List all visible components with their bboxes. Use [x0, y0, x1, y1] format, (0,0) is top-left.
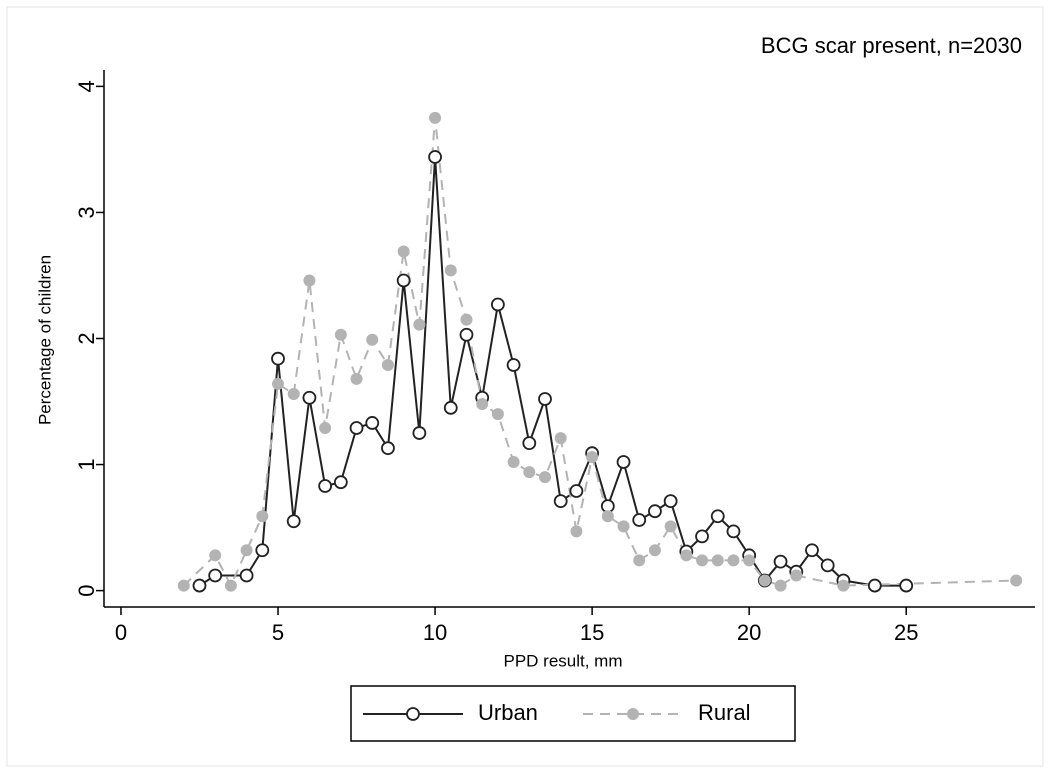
- point: [397, 245, 410, 258]
- legend-marker: [627, 708, 639, 720]
- point: [239, 568, 254, 583]
- x-tick-label: 10: [423, 620, 447, 645]
- point: [444, 264, 457, 277]
- point: [696, 554, 709, 567]
- point: [538, 392, 552, 406]
- point: [349, 421, 364, 435]
- point: [208, 568, 223, 583]
- point: [617, 520, 630, 533]
- frame: [6, 6, 1044, 767]
- point: [695, 529, 709, 544]
- point: [333, 475, 348, 490]
- point: [428, 150, 442, 164]
- legend-label: Rural: [698, 700, 751, 725]
- point: [522, 436, 537, 451]
- point: [570, 525, 583, 538]
- point: [554, 432, 567, 445]
- point: [663, 494, 678, 509]
- y-axis-label: Percentage of children: [35, 255, 54, 425]
- point: [601, 510, 614, 523]
- point: [350, 372, 363, 385]
- point: [773, 554, 788, 569]
- point: [553, 494, 568, 509]
- point: [286, 514, 301, 529]
- point: [727, 554, 740, 567]
- point: [256, 510, 269, 523]
- x-tick-label: 0: [115, 620, 127, 645]
- legend-marker: [406, 707, 420, 721]
- point: [1010, 574, 1023, 587]
- x-tick-label: 5: [272, 620, 284, 645]
- point: [491, 408, 504, 421]
- x-tick-label: 15: [580, 620, 604, 645]
- point: [272, 377, 285, 390]
- x-tick-label: 20: [737, 620, 761, 645]
- y-tick-label: 3: [74, 206, 99, 218]
- point: [648, 544, 661, 557]
- point: [633, 554, 646, 567]
- point: [899, 578, 914, 593]
- point: [192, 578, 207, 593]
- point: [412, 426, 427, 440]
- point: [413, 318, 426, 331]
- point: [287, 387, 300, 400]
- point: [664, 520, 677, 533]
- point: [820, 558, 835, 573]
- legend-label: Urban: [478, 700, 538, 725]
- y-tick-label: 1: [74, 458, 99, 470]
- point: [177, 579, 190, 592]
- point: [302, 390, 317, 405]
- x-tick-label: 25: [894, 620, 918, 645]
- point: [334, 328, 347, 341]
- point: [506, 358, 521, 372]
- point: [726, 524, 741, 539]
- point: [616, 455, 631, 469]
- point: [805, 543, 819, 558]
- point: [319, 422, 332, 434]
- point: [476, 398, 489, 411]
- point: [790, 569, 803, 582]
- point: [271, 351, 285, 366]
- point: [443, 400, 458, 415]
- point: [586, 450, 599, 463]
- point: [381, 358, 394, 371]
- point: [743, 554, 756, 567]
- point: [460, 313, 473, 326]
- point: [381, 441, 395, 456]
- x-axis-label: PPD result, mm: [503, 651, 622, 670]
- chart-title: BCG scar present, n=2030: [761, 33, 1022, 58]
- point: [490, 297, 505, 312]
- point: [224, 579, 237, 592]
- point: [459, 327, 474, 342]
- point: [396, 273, 411, 288]
- point: [680, 549, 693, 562]
- point: [303, 274, 316, 287]
- point: [429, 111, 442, 124]
- point: [758, 574, 771, 587]
- y-tick-label: 0: [74, 584, 99, 596]
- point: [318, 479, 333, 493]
- point: [774, 579, 787, 592]
- point: [255, 543, 270, 558]
- point: [539, 471, 551, 484]
- point: [523, 466, 536, 479]
- point: [365, 416, 380, 430]
- point: [632, 513, 647, 527]
- point: [711, 554, 724, 567]
- point: [569, 484, 584, 498]
- point: [867, 578, 882, 593]
- point: [366, 333, 379, 346]
- point: [240, 544, 253, 557]
- point: [710, 509, 725, 524]
- point: [507, 456, 520, 469]
- y-tick-label: 4: [74, 80, 99, 92]
- y-tick-label: 2: [74, 332, 99, 344]
- point: [209, 549, 222, 562]
- point: [648, 504, 662, 519]
- point: [837, 579, 850, 592]
